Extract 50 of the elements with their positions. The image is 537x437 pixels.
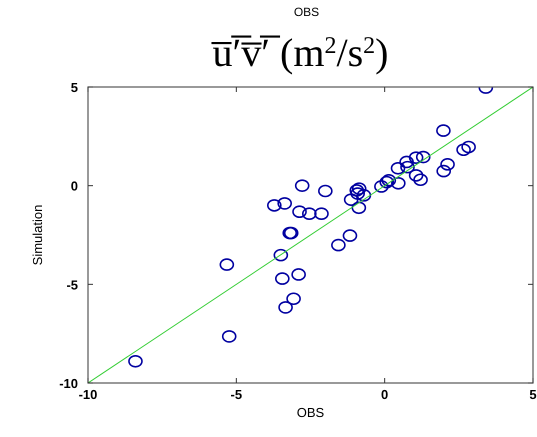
point xyxy=(408,169,424,182)
point xyxy=(344,193,358,206)
point xyxy=(352,201,366,214)
point xyxy=(222,330,237,343)
point xyxy=(350,187,365,200)
point xyxy=(294,179,310,192)
y-tick-label: -10 xyxy=(59,376,78,391)
point xyxy=(267,199,282,212)
point xyxy=(352,182,366,195)
point xyxy=(274,248,288,262)
point xyxy=(379,176,394,188)
chart-subtitle: OBS xyxy=(294,5,320,19)
point xyxy=(436,164,452,178)
y-axis-title: Simulation xyxy=(30,204,45,266)
point xyxy=(128,354,143,368)
x-axis-title: OBS xyxy=(296,405,325,420)
point xyxy=(440,158,455,171)
point xyxy=(286,292,301,306)
point xyxy=(374,180,389,193)
point xyxy=(390,162,406,175)
point xyxy=(331,238,346,252)
point xyxy=(349,184,364,197)
point xyxy=(399,156,414,168)
point xyxy=(318,184,333,198)
point xyxy=(456,143,471,156)
point xyxy=(277,197,292,210)
x-tick-label: 0 xyxy=(381,387,388,402)
y-tick-label: 5 xyxy=(70,80,78,95)
y-tick-label: -5 xyxy=(66,277,78,292)
point xyxy=(275,272,290,285)
y-tick-label: 0 xyxy=(70,178,78,194)
point xyxy=(278,301,293,314)
point xyxy=(291,268,306,281)
point xyxy=(436,124,451,137)
point xyxy=(220,258,234,271)
x-tick-label: 5 xyxy=(529,387,537,402)
point xyxy=(391,177,406,190)
point xyxy=(314,207,329,220)
chart-title: u̅′̅v̅′̅ (m$^{2}$/s$^{2}$) xyxy=(210,30,388,75)
point xyxy=(416,150,431,164)
x-tick-label: -5 xyxy=(230,387,242,402)
point xyxy=(382,174,396,187)
point xyxy=(342,229,358,242)
point xyxy=(302,207,317,220)
point xyxy=(400,160,415,174)
point xyxy=(413,173,428,186)
point xyxy=(292,205,307,218)
point xyxy=(356,189,372,202)
point xyxy=(408,151,424,164)
point xyxy=(461,140,476,154)
